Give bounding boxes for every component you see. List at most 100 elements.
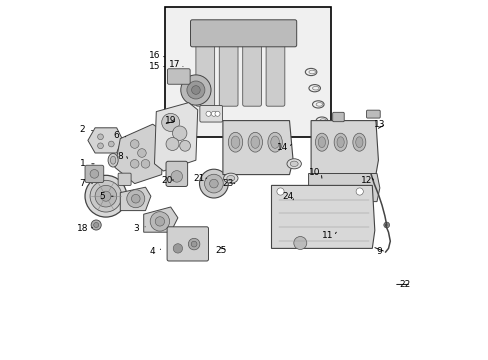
Polygon shape (223, 121, 292, 175)
Polygon shape (143, 207, 178, 232)
Text: 14: 14 (276, 143, 287, 152)
Circle shape (179, 140, 190, 151)
Text: 13: 13 (373, 120, 385, 129)
Ellipse shape (226, 176, 234, 181)
Text: 7: 7 (80, 179, 85, 188)
Circle shape (98, 134, 103, 140)
Ellipse shape (247, 132, 262, 152)
Ellipse shape (333, 133, 346, 151)
Polygon shape (115, 124, 163, 184)
Ellipse shape (270, 136, 279, 148)
Text: 15: 15 (148, 62, 160, 71)
Polygon shape (271, 185, 374, 248)
Text: 11: 11 (321, 231, 332, 240)
Polygon shape (308, 174, 379, 202)
Ellipse shape (108, 153, 118, 167)
Circle shape (130, 159, 139, 168)
Ellipse shape (250, 136, 259, 148)
Circle shape (85, 175, 126, 217)
Circle shape (215, 111, 220, 116)
FancyBboxPatch shape (165, 7, 330, 137)
Ellipse shape (231, 136, 239, 148)
Circle shape (126, 190, 144, 208)
Circle shape (91, 220, 101, 230)
Text: 4: 4 (150, 248, 155, 256)
FancyBboxPatch shape (166, 161, 187, 186)
FancyBboxPatch shape (85, 165, 103, 183)
Text: 22: 22 (398, 280, 409, 289)
Circle shape (276, 188, 284, 195)
Ellipse shape (336, 137, 344, 148)
Circle shape (172, 126, 186, 140)
Circle shape (150, 212, 169, 231)
FancyBboxPatch shape (242, 23, 261, 106)
Circle shape (204, 174, 223, 193)
Circle shape (90, 170, 99, 178)
Text: 12: 12 (361, 176, 372, 185)
Circle shape (101, 191, 111, 201)
Circle shape (171, 171, 182, 182)
FancyBboxPatch shape (190, 20, 296, 47)
Circle shape (90, 180, 122, 212)
Text: 23: 23 (222, 179, 234, 188)
FancyBboxPatch shape (167, 227, 208, 261)
Circle shape (211, 111, 216, 116)
Text: 6: 6 (114, 131, 120, 140)
Text: 10: 10 (308, 168, 320, 177)
FancyBboxPatch shape (196, 23, 214, 106)
Circle shape (205, 111, 211, 116)
Ellipse shape (352, 133, 365, 151)
Circle shape (188, 238, 200, 250)
Circle shape (131, 194, 140, 203)
Text: 2: 2 (80, 125, 85, 134)
Ellipse shape (110, 156, 116, 164)
Circle shape (209, 179, 218, 188)
Circle shape (130, 140, 139, 148)
Circle shape (162, 113, 179, 131)
Text: 9: 9 (376, 248, 382, 256)
Text: 24: 24 (282, 192, 293, 201)
FancyBboxPatch shape (219, 23, 238, 106)
Circle shape (191, 241, 197, 247)
Circle shape (155, 217, 164, 226)
FancyBboxPatch shape (332, 112, 344, 122)
Ellipse shape (355, 137, 362, 148)
Polygon shape (310, 121, 378, 175)
Ellipse shape (267, 132, 282, 152)
Text: 8: 8 (117, 152, 123, 161)
Circle shape (191, 86, 200, 94)
Circle shape (186, 81, 204, 99)
Circle shape (166, 138, 179, 150)
Circle shape (95, 185, 117, 207)
Text: 17: 17 (168, 60, 180, 69)
Text: 19: 19 (164, 116, 176, 125)
FancyBboxPatch shape (200, 105, 222, 122)
Circle shape (98, 143, 103, 149)
Circle shape (293, 237, 306, 249)
Circle shape (108, 141, 114, 147)
Ellipse shape (318, 137, 325, 148)
Ellipse shape (286, 159, 301, 169)
Circle shape (383, 222, 389, 228)
Ellipse shape (289, 161, 298, 166)
Text: 16: 16 (148, 51, 160, 60)
FancyBboxPatch shape (265, 23, 284, 106)
Ellipse shape (223, 173, 238, 183)
Text: 5: 5 (99, 192, 105, 201)
FancyBboxPatch shape (167, 69, 190, 84)
Text: 21: 21 (193, 174, 205, 183)
Circle shape (173, 244, 182, 253)
FancyBboxPatch shape (366, 110, 380, 118)
Text: 25: 25 (215, 246, 226, 255)
Ellipse shape (228, 132, 242, 152)
Polygon shape (88, 128, 122, 153)
Text: 20: 20 (161, 176, 172, 185)
Text: 1: 1 (80, 159, 85, 168)
Polygon shape (154, 103, 197, 171)
Circle shape (199, 169, 228, 198)
Polygon shape (120, 187, 151, 211)
Circle shape (141, 159, 149, 168)
Circle shape (94, 222, 99, 228)
Circle shape (137, 149, 146, 157)
Ellipse shape (315, 133, 328, 151)
